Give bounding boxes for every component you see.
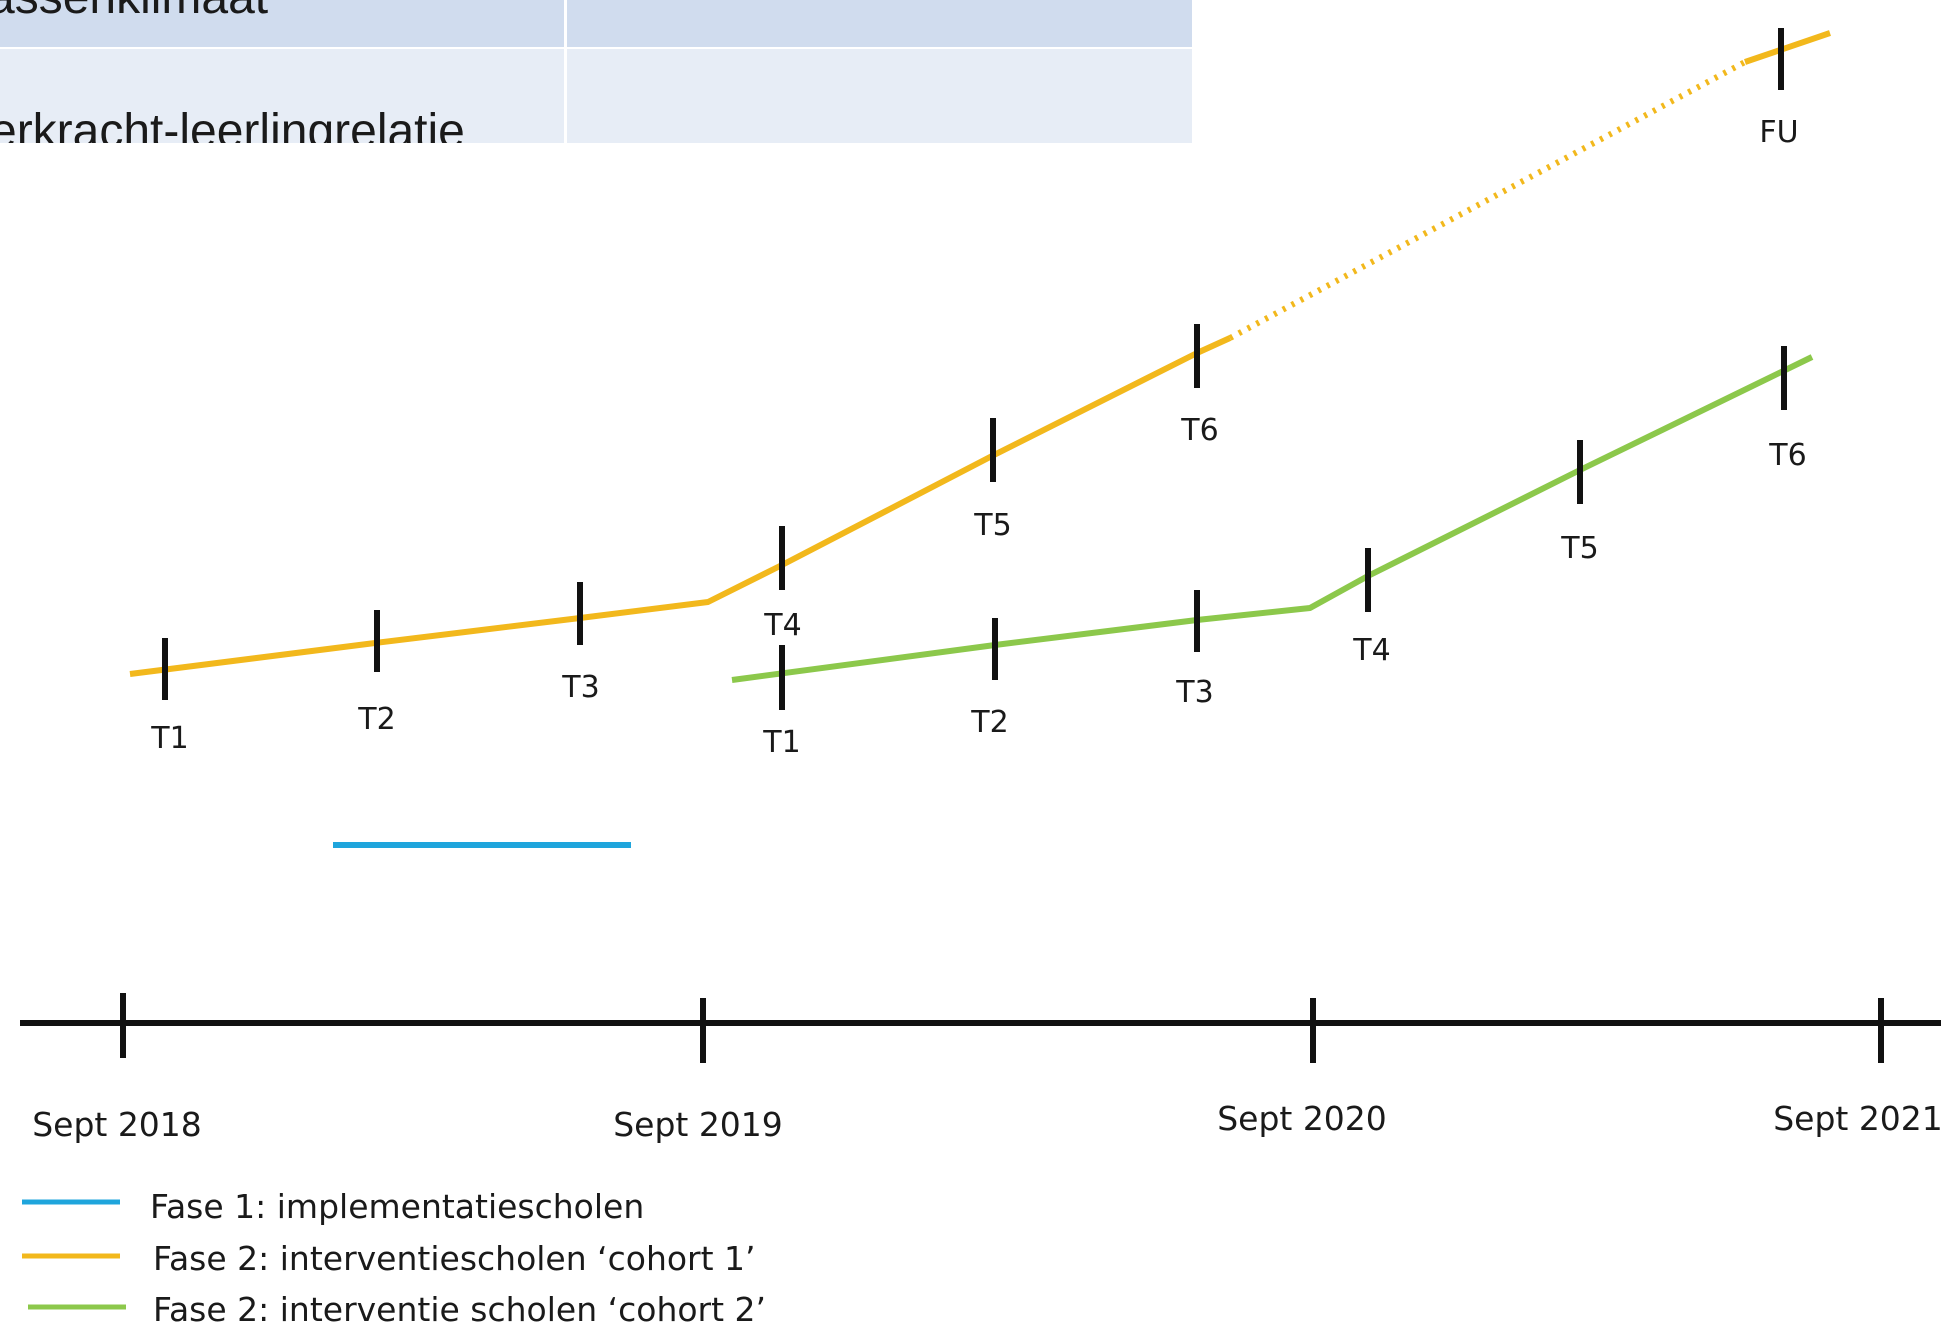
table-cell-label: assenklimaat [0,0,567,47]
legend-label: Fase 2: interventie scholen ‘cohort 2’ [153,1290,766,1325]
cohort1-followup-dotted-line [1228,59,1747,341]
timeline-label: Sept 2021 [1773,1099,1941,1138]
legend-label: Fase 1: implementatiescholen [150,1187,644,1226]
cohort2-point-label: T1 [762,725,800,760]
cohort2-line [731,354,1814,683]
timeline-label: Sept 2018 [32,1105,202,1144]
cohort1-point-label: T1 [150,721,188,756]
table-cell-label: erkracht-leerlingrelatie [0,49,567,143]
timeline-label: Sept 2020 [1217,1099,1387,1138]
cohort1-point-label: FU [1759,115,1798,150]
row-label: assenklimaat [0,0,268,25]
row-label: erkracht-leerlingrelatie [0,105,465,143]
legend-label: Fase 2: interventiescholen ‘cohort 1’ [153,1239,756,1278]
cohort2-point-label: T3 [1175,675,1213,710]
measures-table: assenklimaat erkracht-leerlingrelatie [0,0,1192,143]
timeline-label: Sept 2019 [613,1105,783,1144]
cohort2-point-label: T5 [1560,531,1598,566]
cohort1-point-label: T4 [763,608,801,643]
table-row: erkracht-leerlingrelatie [0,49,1192,143]
cohort1-point-label: T2 [357,702,395,737]
cohort1-point-label: T3 [561,670,599,705]
cohort1-point-label: T6 [1180,413,1218,448]
table-row: assenklimaat [0,0,1192,47]
cohort2-point-label: T6 [1768,438,1806,473]
cohort2-point-label: T2 [970,705,1008,740]
cohort2-point-label: T4 [1352,633,1390,668]
legend: Fase 1: implementatiescholen Fase 2: int… [22,1187,766,1325]
cohort1-line [129,335,1232,677]
cohort1-line-end [1744,30,1831,65]
cohort1-point-label: T5 [973,508,1011,543]
